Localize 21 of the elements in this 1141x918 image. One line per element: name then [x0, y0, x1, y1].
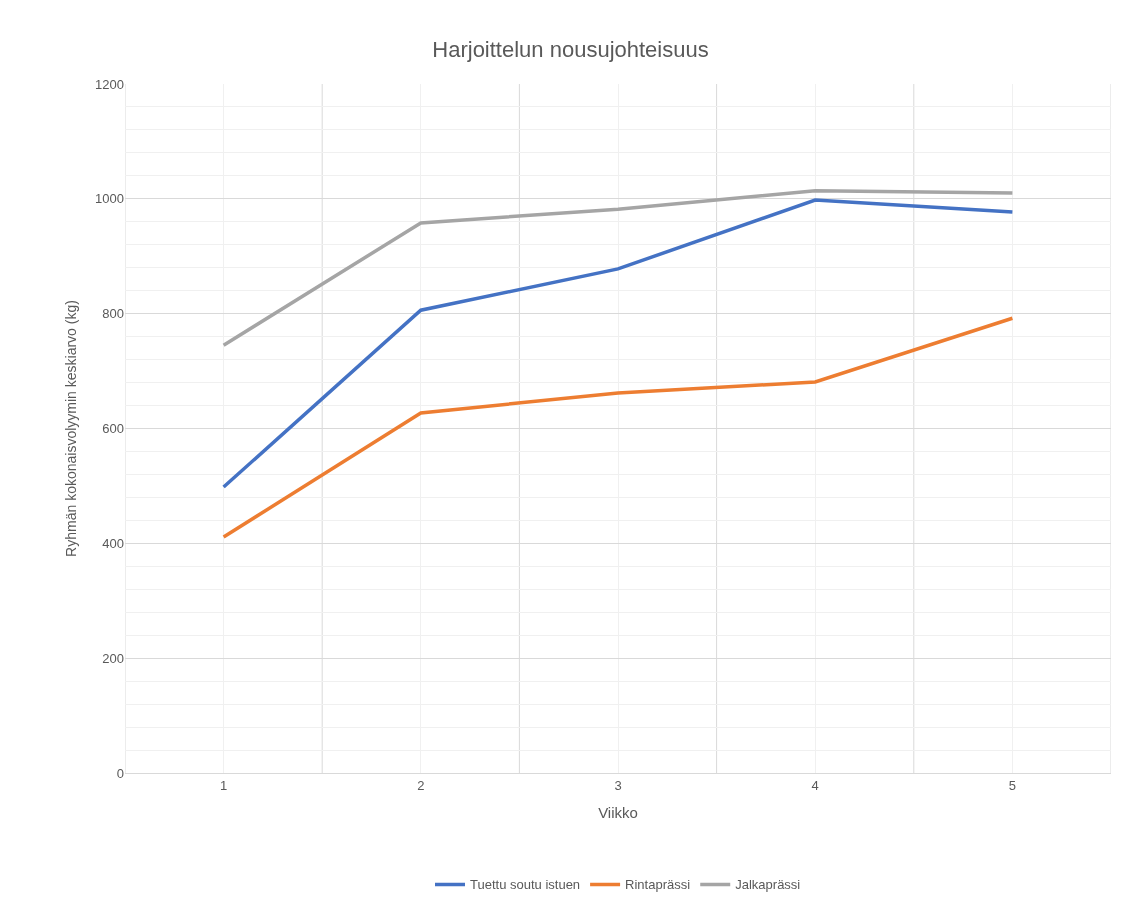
legend-label: Rintaprässi — [625, 877, 691, 893]
line-series — [221, 189, 1015, 347]
chart-title: Harjoittelun nousujohteisuus — [432, 36, 709, 62]
y-tick-label: 1000 — [95, 191, 124, 207]
x-tick-label: 5 — [1008, 777, 1017, 793]
x-axis-title: Viikko — [598, 803, 638, 821]
x-tick-label: 2 — [417, 777, 425, 793]
legend-label: Tuettu soutu istuen — [470, 877, 581, 893]
x-tick-label: 1 — [219, 777, 228, 793]
line-series — [221, 198, 1015, 489]
y-tick-label: 800 — [102, 306, 124, 322]
x-tick-label: 3 — [614, 777, 622, 793]
line-series — [221, 316, 1015, 539]
x-tick-label: 4 — [811, 777, 819, 793]
y-tick-label: 600 — [102, 421, 124, 437]
y-tick-label: 0 — [116, 765, 124, 781]
y-tick-label: 200 — [102, 650, 124, 666]
y-tick-label: 400 — [102, 535, 124, 551]
legend-label: Jalkaprässi — [735, 877, 801, 893]
y-axis-title: Ryhmän kokonaisvolyymin keskiarvo (kg) — [62, 300, 79, 557]
y-tick-label: 1200 — [95, 76, 124, 92]
